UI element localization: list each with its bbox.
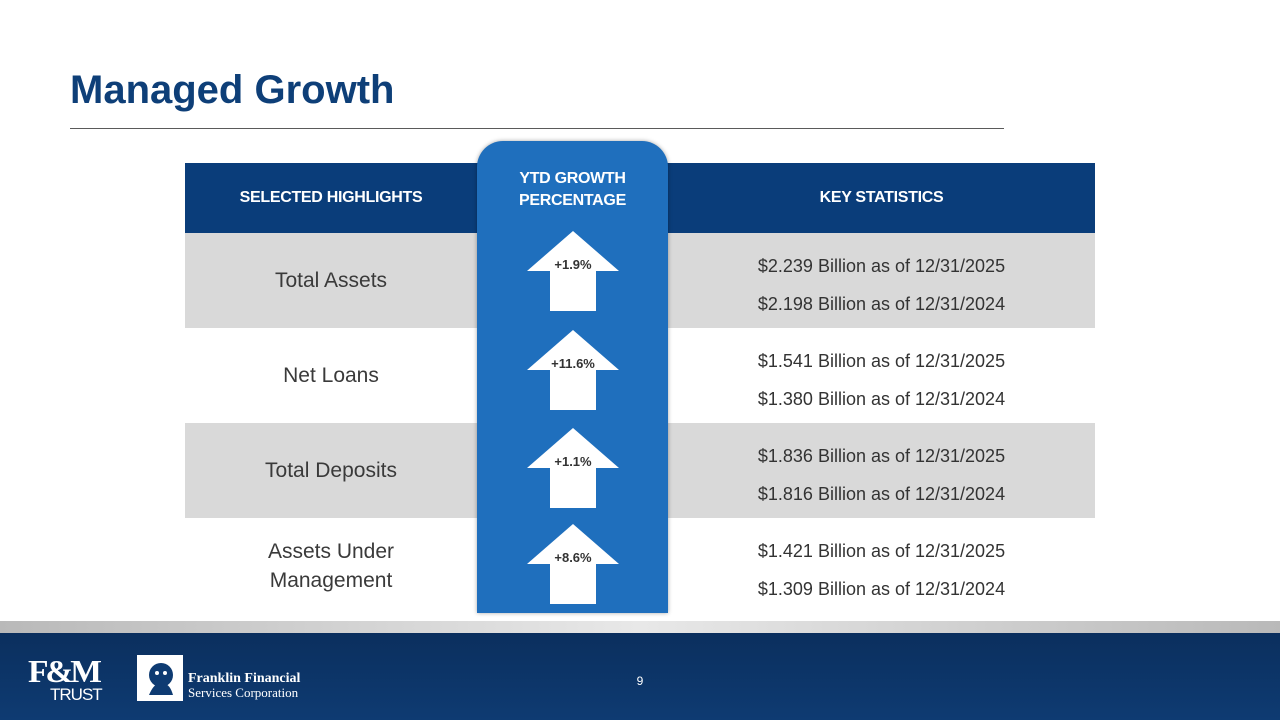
stat-prior: $1.380 Billion as of 12/31/2024 xyxy=(757,389,1006,409)
growth-value: +1.9% xyxy=(554,257,592,272)
company-name-line2: Services Corporation xyxy=(188,685,299,700)
growth-arrow: +1.9% xyxy=(527,231,619,311)
stat-current: $1.421 Billion as of 12/31/2025 xyxy=(757,541,1006,561)
page-title: Managed Growth xyxy=(70,68,395,112)
footer-accent-band xyxy=(0,621,1280,633)
up-arrow-icon xyxy=(527,330,619,410)
growth-arrow: +11.6% xyxy=(527,330,619,410)
growth-value: +11.6% xyxy=(551,356,595,371)
row-label-line1: Assets Under xyxy=(267,539,395,563)
up-arrow-icon xyxy=(527,428,619,508)
stat-prior: $2.198 Billion as of 12/31/2024 xyxy=(757,294,1006,314)
lion-seal-icon xyxy=(137,655,183,701)
header-ytd-growth: YTD GROWTH PERCENTAGE xyxy=(477,168,668,212)
stat-current: $2.239 Billion as of 12/31/2025 xyxy=(757,256,1006,276)
table-row: Net Loans $1.541 Billion as of 12/31/202… xyxy=(185,328,1095,423)
row-label: Total Assets xyxy=(274,269,388,292)
up-arrow-icon xyxy=(527,524,619,604)
row-label: Net Loans xyxy=(283,364,379,387)
header-ytd-line1: YTD GROWTH xyxy=(519,170,626,187)
header-selected-highlights: SELECTED HIGHLIGHTS xyxy=(239,189,423,206)
footer-bar: F&M TRUST Franklin Financial Services Co… xyxy=(0,633,1280,720)
stat-current: $1.541 Billion as of 12/31/2025 xyxy=(757,351,1006,371)
company-name-line1: Franklin Financial xyxy=(188,671,301,686)
logo-fm-text: F&M xyxy=(28,653,102,689)
up-arrow-icon xyxy=(527,231,619,311)
row-label: Total Deposits xyxy=(265,459,397,482)
row-label-line2: Management xyxy=(269,568,393,592)
stat-prior: $1.309 Billion as of 12/31/2024 xyxy=(757,579,1006,599)
logo-trust-text: TRUST xyxy=(50,685,103,704)
growth-value: +8.6% xyxy=(554,550,592,565)
growth-value: +1.1% xyxy=(554,454,592,469)
table-row: Assets Under Management $1.421 Billion a… xyxy=(185,518,1095,613)
page-number: 9 xyxy=(636,674,644,688)
header-key-statistics: KEY STATISTICS xyxy=(819,189,944,206)
growth-arrow: +1.1% xyxy=(527,428,619,508)
growth-arrow: +8.6% xyxy=(527,524,619,604)
company-name: Franklin Financial Services Corporation xyxy=(188,671,300,700)
stat-current: $1.836 Billion as of 12/31/2025 xyxy=(757,446,1006,466)
fm-trust-logo: F&M TRUST xyxy=(26,653,116,705)
header-ytd-line2: PERCENTAGE xyxy=(519,192,626,209)
title-divider xyxy=(70,128,1004,129)
stat-prior: $1.816 Billion as of 12/31/2024 xyxy=(757,484,1006,504)
row-label: Assets Under Management xyxy=(185,518,477,613)
